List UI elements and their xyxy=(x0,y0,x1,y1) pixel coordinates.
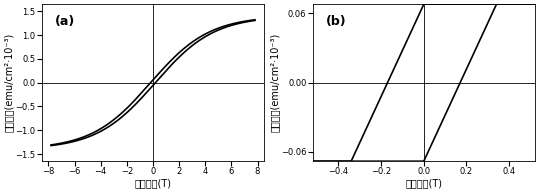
Y-axis label: 磁化强度(emu/cm²·10⁻³): 磁化强度(emu/cm²·10⁻³) xyxy=(4,33,14,132)
Y-axis label: 磁化强度(emu/cm²·10⁻³): 磁化强度(emu/cm²·10⁻³) xyxy=(270,33,280,132)
Text: (b): (b) xyxy=(326,15,347,28)
X-axis label: 磁场强度(T): 磁场强度(T) xyxy=(135,178,171,188)
Text: (a): (a) xyxy=(56,15,75,28)
X-axis label: 磁场强度(T): 磁场强度(T) xyxy=(405,178,443,188)
